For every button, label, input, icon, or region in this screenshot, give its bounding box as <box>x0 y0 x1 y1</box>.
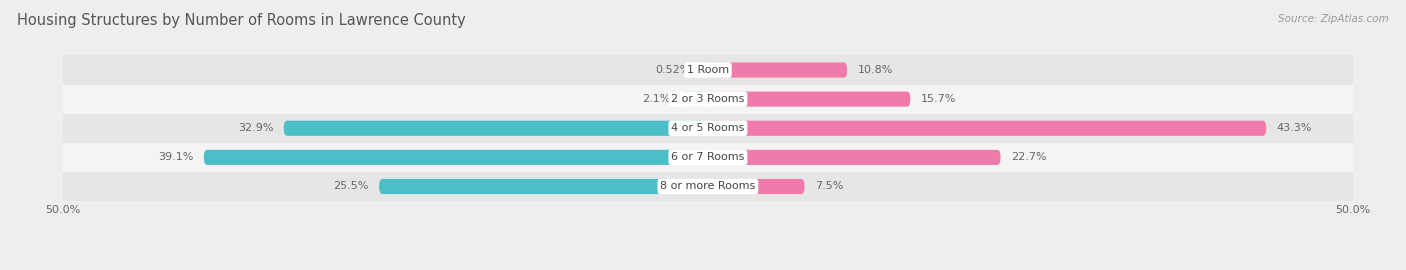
Text: 8 or more Rooms: 8 or more Rooms <box>661 181 755 191</box>
Bar <box>63 143 1353 172</box>
Bar <box>63 85 1353 114</box>
FancyBboxPatch shape <box>707 121 1267 136</box>
Text: 10.8%: 10.8% <box>858 65 893 75</box>
Bar <box>63 172 1353 201</box>
FancyBboxPatch shape <box>702 62 707 77</box>
FancyBboxPatch shape <box>204 150 707 165</box>
Bar <box>63 114 1353 143</box>
FancyBboxPatch shape <box>707 62 848 77</box>
Text: 1 Room: 1 Room <box>688 65 728 75</box>
FancyBboxPatch shape <box>380 179 707 194</box>
Text: Source: ZipAtlas.com: Source: ZipAtlas.com <box>1278 14 1389 23</box>
FancyBboxPatch shape <box>707 179 804 194</box>
FancyBboxPatch shape <box>681 92 707 107</box>
Text: 22.7%: 22.7% <box>1011 152 1046 162</box>
Text: 32.9%: 32.9% <box>238 123 273 133</box>
Text: 4 or 5 Rooms: 4 or 5 Rooms <box>671 123 745 133</box>
Legend: Owner-occupied, Renter-occupied: Owner-occupied, Renter-occupied <box>589 267 827 270</box>
Text: 15.7%: 15.7% <box>921 94 956 104</box>
Text: 43.3%: 43.3% <box>1277 123 1312 133</box>
Text: Housing Structures by Number of Rooms in Lawrence County: Housing Structures by Number of Rooms in… <box>17 14 465 29</box>
Text: 2 or 3 Rooms: 2 or 3 Rooms <box>671 94 745 104</box>
Text: 7.5%: 7.5% <box>815 181 844 191</box>
Text: 39.1%: 39.1% <box>157 152 194 162</box>
FancyBboxPatch shape <box>707 150 1001 165</box>
Text: 25.5%: 25.5% <box>333 181 368 191</box>
FancyBboxPatch shape <box>707 92 910 107</box>
FancyBboxPatch shape <box>284 121 707 136</box>
Bar <box>63 55 1353 85</box>
Text: 6 or 7 Rooms: 6 or 7 Rooms <box>671 152 745 162</box>
Text: 0.52%: 0.52% <box>655 65 690 75</box>
Text: 2.1%: 2.1% <box>643 94 671 104</box>
